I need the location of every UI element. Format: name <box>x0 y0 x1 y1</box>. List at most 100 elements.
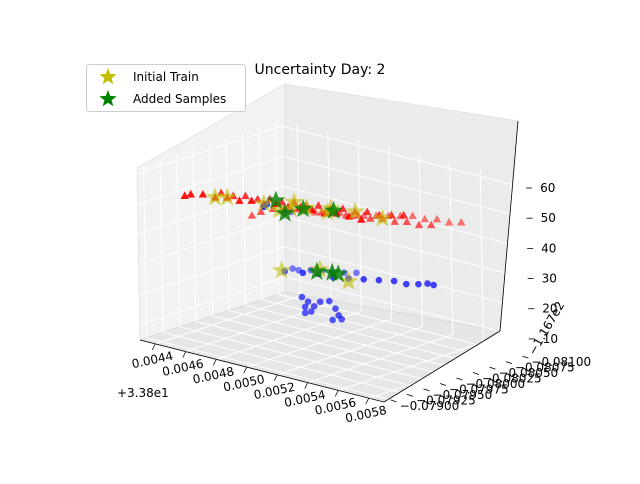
y-tick-label: −0.07950 <box>433 388 493 402</box>
legend-entry-initial-train: Initial Train <box>93 67 199 87</box>
marker-triangle <box>314 201 323 209</box>
marker-star <box>328 264 348 283</box>
marker-circle <box>390 277 398 285</box>
marker-triangle <box>247 211 257 219</box>
marker-circle <box>307 308 315 315</box>
marker-triangle <box>420 214 429 223</box>
y-tick-label: −0.08100 <box>531 355 591 369</box>
marker-circle <box>316 298 324 306</box>
z-tick-label: 30 <box>542 272 557 286</box>
marker-star <box>254 193 274 212</box>
grid-line-y <box>241 133 490 368</box>
marker-star <box>217 187 237 206</box>
axis-ticks: 0.00440.00460.00480.00500.00520.00540.00… <box>130 181 591 425</box>
marker-star <box>373 208 392 227</box>
grid-line-y <box>159 160 408 395</box>
marker-star <box>275 203 295 222</box>
marker-triangle <box>198 190 208 198</box>
grid-line-x <box>216 139 362 360</box>
axis-lines <box>139 120 519 403</box>
marker-triangle <box>256 207 266 215</box>
marker-star <box>318 202 337 221</box>
z-tick-label: 60 <box>540 181 555 195</box>
marker-star <box>272 260 292 279</box>
legend-label-added-samples: Added Samples <box>133 92 227 106</box>
marker-circle <box>310 302 318 310</box>
marker-triangle <box>366 214 375 222</box>
x-tick <box>243 366 248 374</box>
marker-triangle <box>311 207 320 216</box>
series-added-samples <box>266 190 348 283</box>
x-offset-label: +3.38e1 <box>117 386 169 400</box>
legend: Initial Train Added Samples <box>86 64 246 112</box>
marker-circle <box>329 316 336 324</box>
marker-triangle <box>457 217 466 226</box>
z-tick-label: 50 <box>541 211 556 225</box>
marker-circle <box>424 280 431 287</box>
legend-entry-added-samples: Added Samples <box>93 89 226 109</box>
marker-triangle <box>357 215 366 223</box>
grid-line-y <box>274 122 523 357</box>
marker-triangle <box>390 217 399 225</box>
marker-triangle <box>338 204 348 212</box>
marker-circle <box>430 281 437 289</box>
marker-star <box>281 199 301 217</box>
grid-line-y <box>143 165 391 401</box>
y-tick <box>522 355 529 359</box>
grid-line-z <box>139 276 529 340</box>
y-tick-label: −0.08000 <box>466 377 526 391</box>
marker-star <box>266 190 286 209</box>
y-tick <box>456 377 463 381</box>
marker-star <box>284 192 304 211</box>
y-tick-label: −0.07900 <box>400 399 460 413</box>
marker-circle <box>353 269 360 277</box>
marker-triangle <box>414 220 424 229</box>
marker-triangle <box>432 214 442 223</box>
grid-line-x <box>307 162 454 384</box>
grid-line-x <box>338 170 484 391</box>
marker-circle <box>360 276 367 283</box>
marker-star <box>339 271 359 290</box>
y-tick <box>390 399 397 403</box>
y-tick <box>472 372 480 375</box>
y-tick <box>439 383 447 386</box>
y-tick-label: −0.08050 <box>498 366 558 380</box>
grid-line-z <box>136 125 527 189</box>
marker-triangle <box>408 211 417 220</box>
marker-triangle <box>341 210 351 219</box>
y-tick <box>489 366 496 370</box>
scatter-points <box>180 187 466 324</box>
marker-circle <box>375 276 383 284</box>
grid-line-y <box>258 127 507 363</box>
marker-triangle <box>427 220 436 229</box>
marker-circle <box>298 293 306 301</box>
y-tick <box>505 361 513 365</box>
marker-triangle <box>359 211 369 219</box>
grid-line-z <box>137 155 527 219</box>
marker-star <box>293 199 313 218</box>
grid-line-z <box>139 246 529 310</box>
grid-line-x <box>277 154 423 376</box>
marker-star <box>345 201 365 220</box>
z-tick-label: 20 <box>542 302 557 316</box>
marker-circle <box>304 298 312 305</box>
marker-circle <box>338 315 346 323</box>
marker-circle <box>332 305 339 312</box>
marker-star <box>269 200 289 219</box>
marker-star <box>307 261 327 280</box>
x-tick <box>304 382 309 389</box>
grid-line-y <box>176 154 424 390</box>
star-icon <box>99 68 117 85</box>
marker-triangle <box>186 189 195 198</box>
grid-lines <box>136 122 529 401</box>
x-tick <box>334 390 339 397</box>
marker-triangle <box>241 191 250 200</box>
y-tick-label: −0.07975 <box>449 382 509 396</box>
y-tick-label: −0.08075 <box>515 361 575 375</box>
marker-triangle <box>402 217 412 225</box>
y-tick <box>406 393 414 397</box>
y-tick-label: −0.08025 <box>482 372 542 386</box>
marker-triangle <box>235 196 244 204</box>
